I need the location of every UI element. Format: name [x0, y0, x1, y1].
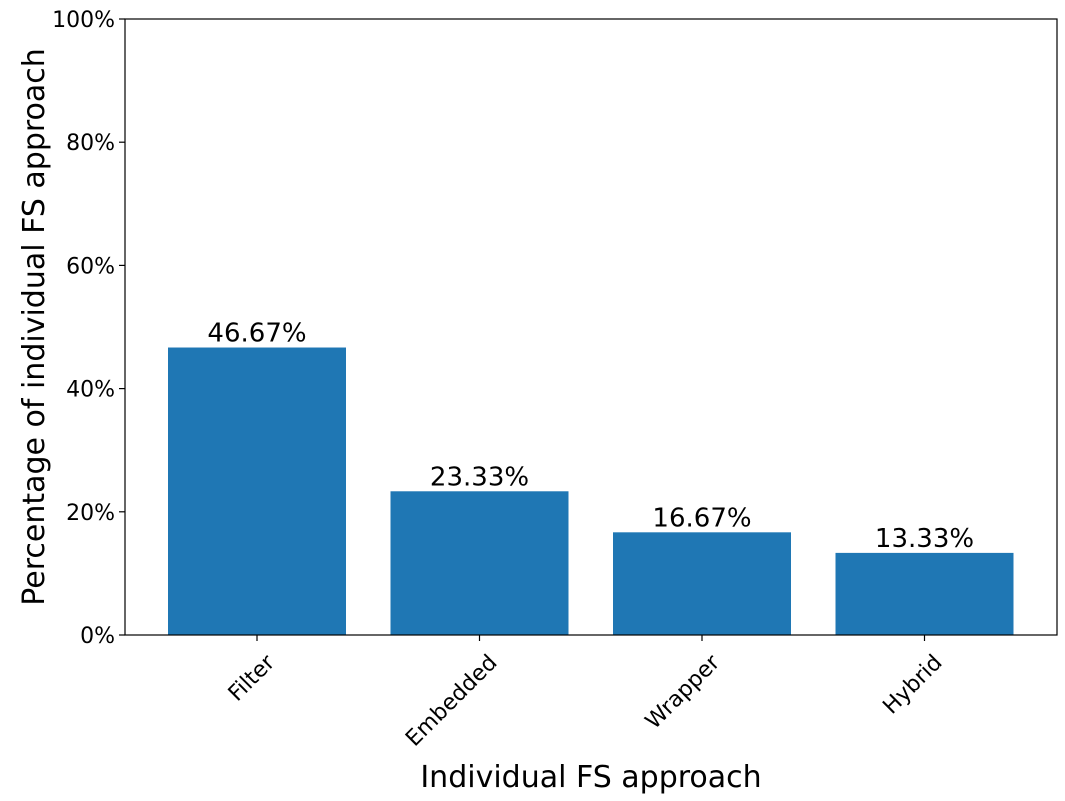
bar-filter: [168, 347, 346, 635]
data-label-wrapper: 16.67%: [652, 503, 751, 533]
x-axis-ticks: Filter Embedded Wrapper Hybrid: [224, 635, 947, 752]
x-tick-label-embedded: Embedded: [401, 650, 502, 751]
data-labels-group: 46.67% 23.33% 16.67% 13.33%: [207, 319, 974, 554]
y-axis-title: Percentage of individual FS approach: [17, 48, 52, 606]
y-axis-ticks: 0% 20% 40% 60% 80% 100%: [52, 8, 125, 649]
x-tick-label-wrapper: Wrapper: [641, 650, 726, 735]
y-tick-label: 0%: [80, 624, 115, 649]
x-tick-label-hybrid: Hybrid: [878, 650, 947, 719]
y-tick-label: 40%: [66, 378, 115, 403]
x-tick-label-filter: Filter: [224, 650, 281, 707]
plot-frame: [124, 18, 1058, 636]
x-axis-title: Individual FS approach: [420, 760, 761, 795]
data-label-hybrid: 13.33%: [875, 524, 974, 554]
data-label-filter: 46.67%: [207, 319, 306, 349]
bar-embedded: [390, 491, 569, 635]
data-label-embedded: 23.33%: [430, 462, 529, 492]
y-tick-label: 100%: [52, 8, 115, 33]
bars-group: [168, 347, 1014, 635]
y-tick-label: 20%: [66, 501, 115, 526]
bar-wrapper: [613, 532, 791, 635]
y-tick-label: 60%: [66, 254, 115, 279]
bar-hybrid: [835, 552, 1014, 635]
y-tick-label: 80%: [66, 131, 115, 156]
